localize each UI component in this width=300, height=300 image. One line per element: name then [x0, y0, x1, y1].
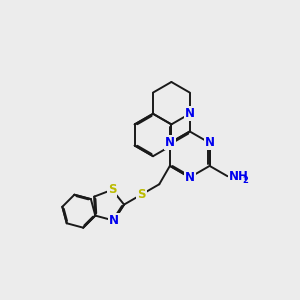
Text: N: N: [185, 171, 195, 184]
Text: N: N: [185, 107, 195, 120]
Text: 2: 2: [243, 176, 249, 184]
Text: S: S: [137, 188, 146, 201]
Text: S: S: [108, 183, 116, 196]
Text: N: N: [165, 136, 175, 149]
Text: NH: NH: [229, 170, 249, 183]
Text: N: N: [109, 214, 119, 227]
Text: N: N: [205, 136, 214, 149]
